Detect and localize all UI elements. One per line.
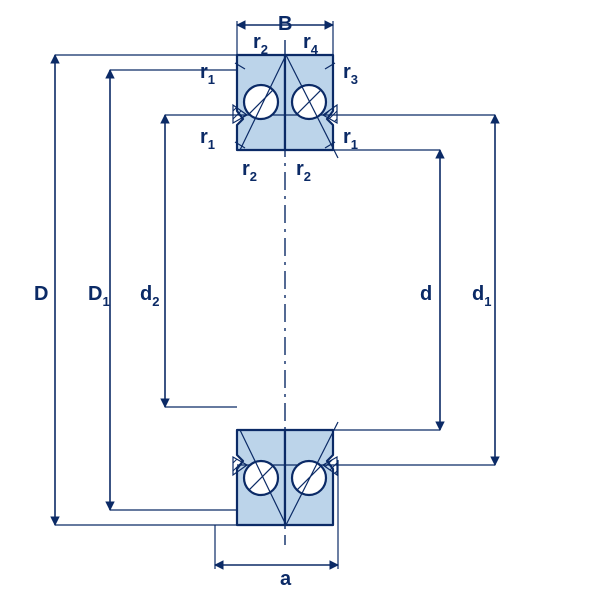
label-d1: d1 (472, 283, 491, 309)
label-r2Lb: r2 (242, 158, 257, 184)
label-r2L: r2 (253, 31, 268, 57)
bearing-cross-section-diagram: B D D1 d2 d d1 a r1 r2 r4 r3 r1 r1 r2 r2 (0, 0, 600, 600)
label-r1L: r1 (200, 61, 215, 87)
label-D1: D1 (88, 283, 110, 309)
label-r3: r3 (343, 61, 358, 87)
label-a: a (280, 568, 292, 590)
label-B: B (278, 13, 292, 35)
label-r1Ri: r1 (343, 126, 358, 152)
label-r4: r4 (303, 31, 319, 57)
label-r2Rb: r2 (296, 158, 311, 184)
label-D: D (34, 283, 48, 305)
label-r1Li: r1 (200, 126, 215, 152)
label-d: d (420, 283, 432, 305)
label-d2: d2 (140, 283, 159, 309)
